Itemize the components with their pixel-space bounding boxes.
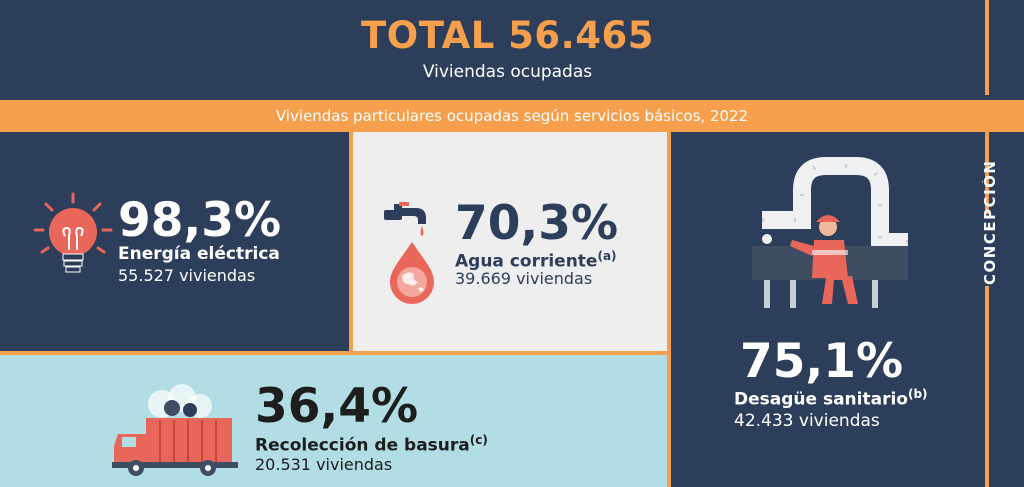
total-subtitle: Viviendas ocupadas <box>422 62 593 82</box>
side-line-top <box>985 0 989 95</box>
section-band: Viviendas particulares ocupadas según se… <box>0 100 1024 132</box>
energy-label: Energía eléctrica <box>118 244 280 264</box>
divider-vertical-right <box>667 132 671 487</box>
sewer-note: (b) <box>907 387 928 401</box>
energy-count: 55.527 viviendas <box>118 266 256 285</box>
lightbulb-icon <box>33 192 113 273</box>
sewer-percent: 75,1% <box>740 334 904 389</box>
header: TOTAL 56.465 Viviendas ocupadas <box>0 0 1024 100</box>
side-line-middle <box>985 132 989 214</box>
sewer-label-text: Desagüe sanitario <box>734 389 908 410</box>
sewer-count: 42.433 viviendas <box>734 411 880 431</box>
sewer-label: Desagüe sanitario(b) <box>734 388 928 409</box>
energy-percent: 98,3% <box>118 193 282 248</box>
total-title: TOTAL 56.465 <box>361 14 654 57</box>
sewer-panel <box>670 132 982 487</box>
garbage-label: Recolección de basura(c) <box>255 434 488 455</box>
divider-horizontal <box>0 351 670 355</box>
garbage-panel <box>0 354 670 487</box>
water-note: (a) <box>597 249 617 263</box>
location-label: CONCEPCIÓN <box>981 159 999 285</box>
water-panel <box>352 132 670 354</box>
water-tap-icon <box>384 202 434 304</box>
garbage-label-text: Recolección de basura <box>255 435 470 456</box>
garbage-percent: 36,4% <box>255 379 419 434</box>
water-label: Agua corriente(a) <box>455 250 617 271</box>
side-line-bottom <box>985 286 989 487</box>
water-label-text: Agua corriente <box>455 251 598 272</box>
garbage-count: 20.531 viviendas <box>255 455 393 474</box>
water-percent: 70,3% <box>455 196 619 251</box>
section-title: Viviendas particulares ocupadas según se… <box>275 107 749 125</box>
water-count: 39.669 viviendas <box>455 269 593 288</box>
divider-vertical <box>349 132 353 354</box>
garbage-note: (c) <box>469 433 488 447</box>
plumber-pipes-icon <box>752 157 908 308</box>
garbage-truck-icon <box>112 384 238 476</box>
